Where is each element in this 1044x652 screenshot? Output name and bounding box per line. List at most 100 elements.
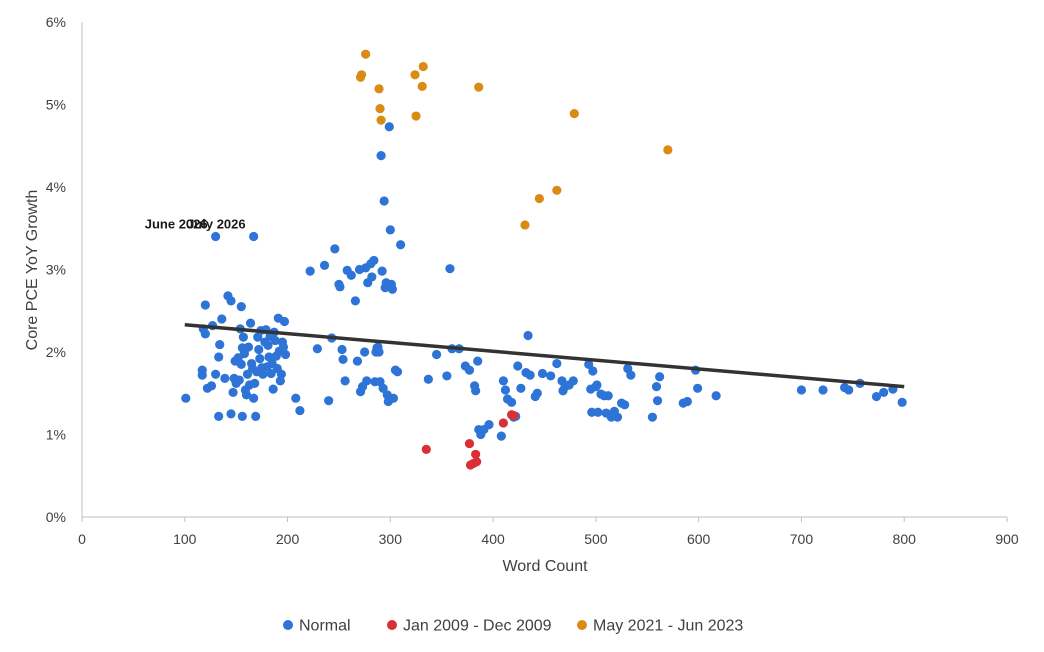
data-point [445, 264, 455, 274]
data-point [484, 420, 494, 430]
data-point [241, 390, 252, 400]
data-point [568, 376, 578, 386]
data-point [266, 368, 276, 379]
data-point [206, 381, 217, 391]
data-point [270, 335, 280, 346]
data-point [693, 383, 703, 393]
data-point [376, 115, 386, 125]
data-point [211, 231, 221, 242]
data-point [238, 332, 248, 342]
x-axis-title: Word Count [502, 558, 588, 575]
legend-marker [283, 620, 293, 630]
data-point [525, 370, 535, 380]
data-point [655, 372, 665, 382]
data-point [532, 388, 542, 398]
data-point [844, 385, 854, 395]
data-point [340, 376, 350, 386]
y-tick-label: 2% [46, 344, 66, 360]
data-point [211, 369, 221, 379]
data-point [471, 386, 481, 396]
data-point [243, 342, 254, 352]
y-tick-label: 6% [46, 14, 66, 30]
data-point [215, 339, 225, 350]
data-point [378, 383, 388, 393]
data-point [384, 122, 394, 132]
data-point [254, 344, 264, 355]
data-point [537, 368, 548, 379]
x-tick-label: 200 [276, 531, 300, 547]
data-point [377, 266, 387, 276]
data-point [388, 393, 399, 403]
data-point [226, 409, 236, 419]
data-point [250, 378, 260, 388]
data-point [376, 151, 386, 161]
data-point [552, 358, 562, 369]
data-point [473, 356, 483, 366]
data-point [335, 282, 345, 292]
data-point [603, 391, 613, 401]
data-point [245, 318, 256, 328]
data-point [423, 374, 433, 384]
y-tick-label: 0% [46, 509, 66, 525]
data-point [369, 255, 379, 266]
data-point [255, 354, 265, 364]
data-point [612, 412, 623, 422]
x-tick-label: 600 [687, 531, 711, 547]
data-point [374, 84, 384, 94]
x-tick-label: 800 [893, 531, 917, 547]
data-point [280, 349, 291, 360]
data-point [569, 108, 579, 119]
data-point [552, 185, 562, 195]
series-2 [355, 49, 673, 230]
data-point [234, 375, 244, 385]
x-tick-label: 0 [78, 531, 86, 547]
annotation-label: July 2026 [187, 217, 246, 232]
data-point [418, 61, 428, 72]
data-point [417, 81, 427, 91]
data-point [534, 193, 544, 204]
y-axis-title: Core PCE YoY Growth [24, 190, 41, 351]
data-point [356, 70, 367, 80]
data-point [588, 366, 598, 376]
data-point [217, 314, 227, 324]
data-point [295, 405, 305, 416]
data-point [367, 272, 377, 282]
data-point [251, 411, 261, 421]
data-point [236, 359, 246, 369]
data-point [593, 407, 603, 417]
data-point [278, 342, 289, 352]
data-point [291, 393, 301, 403]
legend-label: Normal [299, 618, 351, 635]
legend: Normal Jan 2009 - Dec 2009 May 2021 - Jun … [283, 618, 743, 635]
data-point [276, 369, 286, 379]
data-point [379, 196, 389, 206]
data-point [324, 396, 334, 406]
data-point [214, 411, 224, 421]
data-point [181, 393, 191, 403]
data-point [592, 380, 602, 390]
data-point [396, 240, 406, 250]
data-point [312, 344, 322, 354]
data-point [647, 412, 658, 422]
data-point [374, 347, 384, 357]
series-0 [181, 122, 907, 441]
data-point [360, 347, 370, 357]
data-point [350, 296, 360, 306]
data-point [197, 370, 207, 380]
legend-item: May 2021 - Jun 2023 [577, 618, 743, 635]
data-point [268, 384, 278, 394]
data-point [249, 231, 259, 242]
data-point [249, 393, 259, 403]
data-point [663, 145, 673, 155]
data-point [818, 385, 828, 395]
data-point [411, 111, 421, 121]
data-point [500, 385, 511, 395]
annotation-label: June 2026 [145, 217, 208, 232]
data-point [651, 382, 662, 392]
legend-label: Jan 2009 - Dec 2009 [403, 618, 552, 635]
data-point [375, 104, 385, 114]
data-point [385, 225, 395, 235]
data-point [214, 352, 224, 362]
